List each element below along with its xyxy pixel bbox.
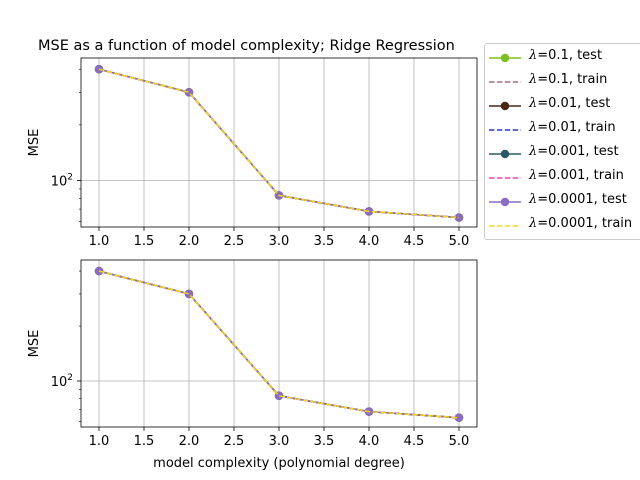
series-line-train: [98, 68, 460, 219]
data-point: [454, 413, 464, 422]
data-point: [94, 266, 104, 276]
legend-label: λ=0.1, train: [529, 72, 607, 87]
legend-text: =0.1, test: [537, 48, 603, 63]
legend-text: =0.001, train: [537, 168, 624, 183]
legend-item: λ=0.001, train: [485, 166, 640, 190]
legend-label: λ=0.1, test: [529, 48, 602, 63]
legend-item: λ=0.0001, test: [485, 190, 640, 214]
legend-swatch-marker: [500, 53, 510, 63]
subplot: 1.0 1.5 2.0 2.5 3.0 3.5 4.0 4.5 5.0 102 MSE model c…: [27, 259, 478, 471]
x-tick-label: 4.5: [404, 234, 425, 249]
legend-text: =0.1, train: [537, 72, 608, 87]
y-tick-label: 102: [51, 373, 73, 390]
x-tick-label: 3.5: [314, 434, 335, 449]
x-tick-label: 2.0: [179, 234, 200, 249]
series-line-train: [98, 270, 460, 419]
legend-swatch: [489, 177, 521, 179]
x-tick-label: 3.5: [314, 234, 335, 249]
legend-lambda: λ: [529, 96, 538, 111]
x-tick-label: 4.0: [359, 434, 380, 449]
x-axis-label: model complexity (polynomial degree): [153, 456, 405, 471]
legend-item: λ=0.001, test: [485, 142, 640, 166]
x-tick-label: 1.0: [89, 234, 110, 249]
x-tick-label: 1.5: [134, 234, 155, 249]
legend-label: λ=0.0001, test: [529, 192, 627, 207]
legend-text: =0.0001, train: [537, 216, 633, 231]
legend-swatch-marker: [500, 197, 510, 207]
legend-swatch: [489, 101, 521, 111]
legend-text: =0.01, train: [537, 120, 616, 135]
x-tick-label: 3.0: [269, 234, 290, 249]
legend-item: λ=0.1, test: [485, 46, 640, 70]
legend-item: λ=0.01, train: [485, 118, 640, 142]
legend-text: =0.0001, test: [537, 192, 627, 207]
chart-title: MSE as a function of model complexity; R…: [38, 38, 455, 54]
x-tick-label: 2.0: [179, 434, 200, 449]
legend-swatch: [489, 81, 521, 83]
legend-swatch: [489, 149, 521, 159]
x-tick-label: 4.0: [359, 234, 380, 249]
legend-label: λ=0.001, test: [529, 144, 619, 159]
legend-swatch: [489, 129, 521, 131]
legend-lambda: λ: [529, 168, 538, 183]
subplot: 1.0 1.5 2.0 2.5 3.0 3.5 4.0 4.5 5.0 102 MSE MSE as …: [27, 38, 478, 249]
y-tick-label: 102: [51, 172, 73, 189]
legend-swatch-marker: [500, 149, 510, 159]
legend-lambda: λ: [529, 120, 538, 135]
legend-lambda: λ: [529, 48, 538, 63]
legend-label: λ=0.01, train: [529, 120, 616, 135]
legend-text: =0.01, test: [537, 96, 611, 111]
x-tick-label: 3.0: [269, 434, 290, 449]
legend-swatch: [489, 197, 521, 207]
legend-text: =0.001, test: [537, 144, 619, 159]
legend: λ=0.1, test λ=0.1, train λ=0.01, test λ=…: [484, 43, 640, 240]
legend-lambda: λ: [529, 144, 538, 159]
x-tick-label: 4.5: [404, 434, 425, 449]
x-tick-label: 5.0: [449, 234, 470, 249]
legend-item: λ=0.01, test: [485, 94, 640, 118]
legend-lambda: λ: [529, 216, 538, 231]
legend-swatch-marker: [500, 101, 510, 111]
y-axis-label: MSE: [27, 330, 42, 358]
legend-lambda: λ: [529, 192, 538, 207]
x-tick-label: 5.0: [449, 434, 470, 449]
x-tick-label: 2.5: [224, 434, 245, 449]
legend-item: λ=0.1, train: [485, 70, 640, 94]
legend-item: λ=0.0001, train: [485, 214, 640, 238]
x-tick-label: 1.5: [134, 434, 155, 449]
legend-label: λ=0.01, test: [529, 96, 610, 111]
y-axis-label: MSE: [27, 129, 42, 157]
legend-lambda: λ: [529, 72, 538, 87]
legend-swatch: [489, 53, 521, 63]
data-point: [454, 213, 464, 222]
x-tick-label: 1.0: [89, 434, 110, 449]
legend-label: λ=0.001, train: [529, 168, 624, 183]
legend-swatch: [489, 225, 521, 227]
x-tick-label: 2.5: [224, 234, 245, 249]
legend-label: λ=0.0001, train: [529, 216, 632, 231]
